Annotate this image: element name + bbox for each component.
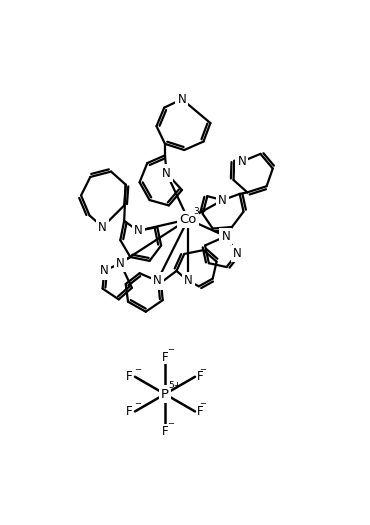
Text: F: F — [126, 405, 133, 418]
Text: F: F — [197, 370, 204, 383]
Text: −: − — [135, 365, 141, 374]
Text: N: N — [184, 275, 192, 287]
Text: −: − — [167, 419, 174, 428]
Text: −: − — [135, 400, 141, 408]
Text: −: − — [167, 345, 174, 354]
Text: F: F — [197, 405, 204, 418]
Text: N: N — [134, 224, 142, 237]
Text: N: N — [233, 247, 242, 260]
Text: N: N — [116, 257, 125, 270]
Text: N: N — [162, 166, 171, 180]
Text: N: N — [218, 194, 227, 206]
Text: N: N — [178, 93, 186, 106]
Text: −: − — [199, 400, 206, 408]
Text: 5+: 5+ — [168, 382, 181, 391]
Text: P: P — [161, 387, 169, 401]
Text: N: N — [98, 220, 107, 234]
Text: N: N — [100, 265, 108, 277]
Text: N: N — [221, 230, 230, 243]
Text: 3+: 3+ — [194, 207, 207, 216]
Text: F: F — [162, 351, 168, 364]
Text: N: N — [238, 155, 246, 168]
Text: N: N — [153, 275, 162, 287]
Text: −: − — [199, 365, 206, 374]
Text: Co: Co — [179, 213, 197, 226]
Text: F: F — [162, 425, 168, 437]
Text: F: F — [126, 370, 133, 383]
